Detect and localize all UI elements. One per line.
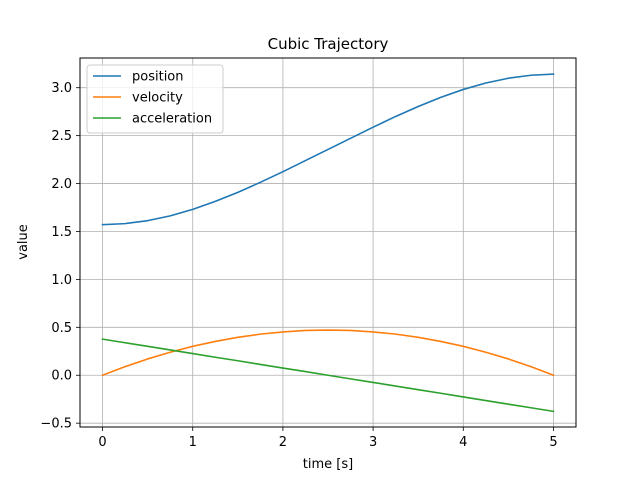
y-tick-label: 0.5 bbox=[51, 321, 72, 336]
series-line-acceleration bbox=[101, 338, 555, 413]
y-tick-label: 3.0 bbox=[51, 81, 72, 96]
legend: position velocity acceleration bbox=[86, 64, 224, 134]
legend-label-position: position bbox=[132, 70, 184, 85]
x-tick-label: 0 bbox=[98, 435, 106, 450]
y-tick-label: 1.5 bbox=[51, 225, 72, 240]
y-tick-label: 0.0 bbox=[51, 369, 72, 384]
x-tick-label: 5 bbox=[549, 435, 557, 450]
y-axis-label: value bbox=[16, 224, 31, 260]
series-lines bbox=[101, 73, 555, 413]
grid-lines bbox=[80, 58, 576, 427]
plot-frame bbox=[79, 57, 577, 428]
series-line-position bbox=[101, 73, 555, 226]
chart-title: Cubic Trajectory bbox=[268, 35, 389, 53]
legend-box bbox=[86, 64, 224, 134]
x-tick-label: 4 bbox=[459, 435, 467, 450]
legend-label-velocity: velocity bbox=[132, 91, 183, 106]
y-tick-label: 2.5 bbox=[51, 129, 72, 144]
x-axis-label: time [s] bbox=[303, 457, 353, 472]
y-tick-label: 1.0 bbox=[51, 273, 72, 288]
x-tick-label: 2 bbox=[279, 435, 287, 450]
legend-label-acceleration: acceleration bbox=[132, 112, 212, 127]
series-line-velocity bbox=[101, 329, 555, 377]
y-tick-label: 2.0 bbox=[51, 177, 72, 192]
x-tick-label: 1 bbox=[189, 435, 197, 450]
x-tick-label: 3 bbox=[369, 435, 377, 450]
y-tick-label: −0.5 bbox=[40, 417, 72, 432]
axis-ticks: 0 1 2 3 4 5 −0.5 0.0 0.5 1.0 1.5 2.0 2.5 3.0 bbox=[40, 81, 557, 450]
